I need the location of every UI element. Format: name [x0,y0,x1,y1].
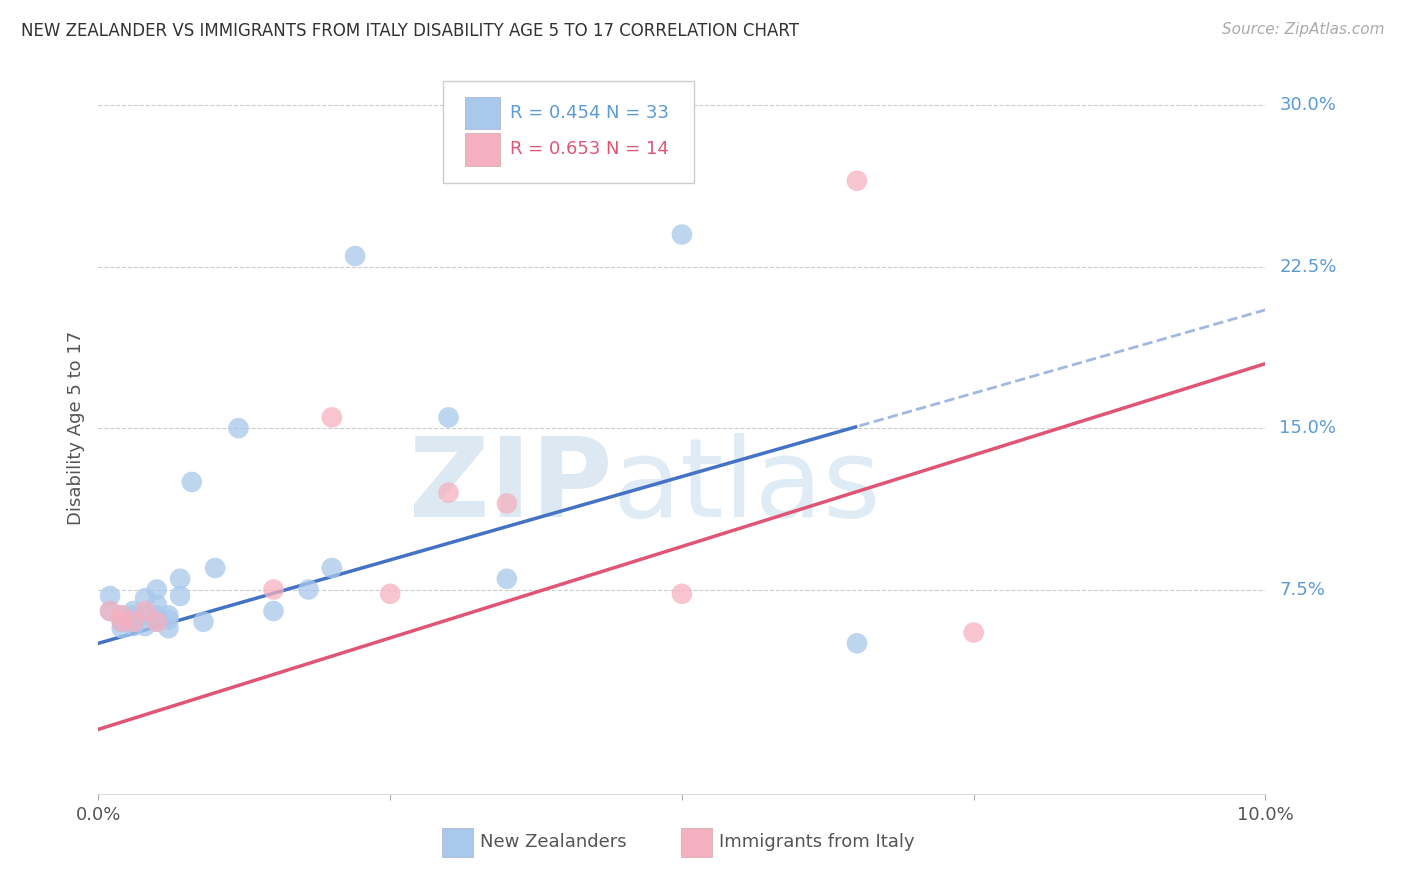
Text: NEW ZEALANDER VS IMMIGRANTS FROM ITALY DISABILITY AGE 5 TO 17 CORRELATION CHART: NEW ZEALANDER VS IMMIGRANTS FROM ITALY D… [21,22,799,40]
Text: 7.5%: 7.5% [1279,581,1326,599]
Point [228,421,250,435]
Point [146,615,169,629]
Point [262,604,284,618]
Text: 15.0%: 15.0% [1279,419,1336,437]
Point [321,561,343,575]
Point [146,598,169,612]
Point [122,604,145,618]
Text: N = 14: N = 14 [606,140,669,159]
Point [122,619,145,633]
Point [122,608,145,623]
Point [169,572,191,586]
Point [180,475,202,489]
Point [111,621,134,635]
Point [134,591,156,606]
Point [204,561,226,575]
Point [146,615,169,629]
FancyBboxPatch shape [441,828,472,857]
FancyBboxPatch shape [443,81,693,183]
Point [146,582,169,597]
Point [134,608,156,623]
Point [437,485,460,500]
Point [671,587,693,601]
Text: N = 33: N = 33 [606,103,669,122]
Text: atlas: atlas [612,434,880,541]
Point [134,604,156,618]
Point [671,227,693,242]
Text: Source: ZipAtlas.com: Source: ZipAtlas.com [1222,22,1385,37]
Point [134,619,156,633]
FancyBboxPatch shape [465,97,501,129]
Text: ZIP: ZIP [409,434,612,541]
Point [111,608,134,623]
Point [321,410,343,425]
Point [962,625,984,640]
Point [496,496,519,510]
Point [111,615,134,629]
Text: R = 0.454: R = 0.454 [510,103,600,122]
Point [380,587,402,601]
Text: Immigrants from Italy: Immigrants from Italy [720,833,915,851]
Point [157,613,180,627]
Point [846,174,869,188]
FancyBboxPatch shape [681,828,713,857]
FancyBboxPatch shape [465,134,501,166]
Point [98,604,121,618]
Point [122,615,145,629]
Point [111,608,134,623]
Text: 22.5%: 22.5% [1279,258,1337,276]
Text: 30.0%: 30.0% [1279,96,1336,114]
Point [169,589,191,603]
Point [111,615,134,629]
Point [122,615,145,629]
Y-axis label: Disability Age 5 to 17: Disability Age 5 to 17 [66,331,84,525]
Point [262,582,284,597]
Point [846,636,869,650]
Text: New Zealanders: New Zealanders [479,833,627,851]
Point [193,615,215,629]
Point [157,621,180,635]
Point [98,604,121,618]
Text: R = 0.653: R = 0.653 [510,140,600,159]
Point [98,589,121,603]
Point [437,410,460,425]
Point [297,582,319,597]
Point [344,249,367,263]
Point [146,608,169,623]
Point [157,608,180,623]
Point [496,572,519,586]
